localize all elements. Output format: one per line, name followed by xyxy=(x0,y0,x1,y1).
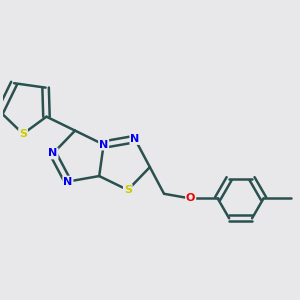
Text: S: S xyxy=(124,185,132,195)
Text: O: O xyxy=(186,194,195,203)
Text: N: N xyxy=(63,177,73,187)
Text: N: N xyxy=(130,134,140,144)
Text: N: N xyxy=(99,140,108,150)
Text: S: S xyxy=(19,129,27,139)
Text: N: N xyxy=(48,148,58,158)
